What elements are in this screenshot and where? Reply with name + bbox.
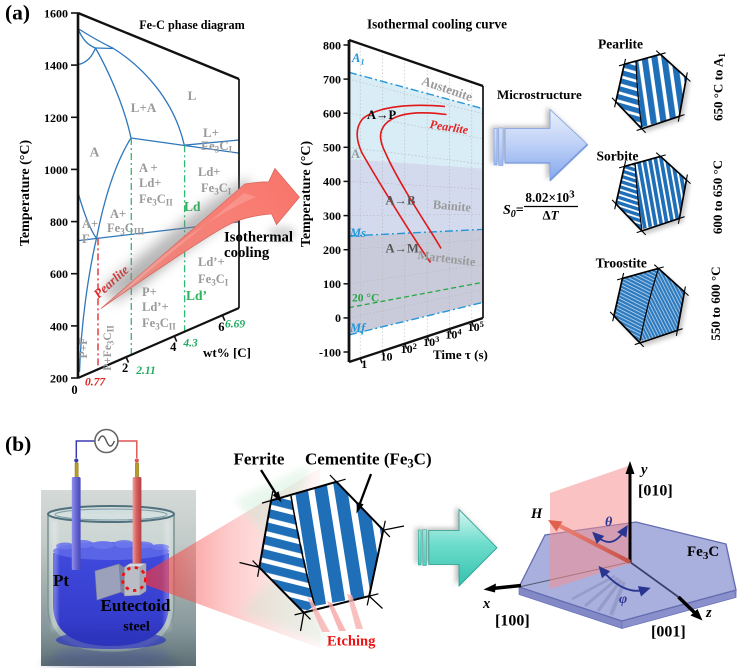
svg-text:Fe3CI: Fe3CI bbox=[198, 272, 229, 288]
svg-text:A→B: A→B bbox=[386, 194, 416, 208]
svg-text:(a): (a) bbox=[5, 1, 30, 25]
svg-text:400: 400 bbox=[323, 175, 341, 189]
svg-text:A: A bbox=[90, 145, 100, 160]
svg-text:θ: θ bbox=[605, 515, 613, 530]
svg-text:S0=: S0= bbox=[503, 203, 524, 220]
svg-text:Etching: Etching bbox=[327, 634, 376, 650]
svg-text:L: L bbox=[188, 88, 197, 103]
svg-text:L+: L+ bbox=[203, 125, 219, 140]
svg-text:800: 800 bbox=[323, 38, 341, 52]
svg-text:300: 300 bbox=[323, 209, 341, 223]
svg-text:steel: steel bbox=[123, 620, 150, 635]
svg-text:1: 1 bbox=[361, 357, 367, 371]
svg-text:Sorbite: Sorbite bbox=[597, 149, 639, 164]
svg-text:Pearlite: Pearlite bbox=[598, 37, 643, 52]
svg-text:Isothermal cooling curve: Isothermal cooling curve bbox=[367, 17, 507, 32]
svg-text:700: 700 bbox=[323, 72, 341, 86]
svg-text:-100: -100 bbox=[319, 345, 341, 359]
svg-text:wt% [C]: wt% [C] bbox=[203, 345, 251, 360]
svg-text:L+A: L+A bbox=[131, 100, 157, 115]
svg-text:P+Fe3CII: P+Fe3CII bbox=[102, 325, 116, 371]
svg-text:0: 0 bbox=[71, 383, 77, 397]
svg-text:A→P: A→P bbox=[367, 108, 397, 122]
svg-text:A +: A + bbox=[139, 161, 158, 175]
svg-text:Fe3CII: Fe3CII bbox=[139, 192, 173, 208]
svg-text:y: y bbox=[639, 462, 648, 478]
svg-text:ΔT: ΔT bbox=[542, 208, 559, 223]
svg-text:6.69: 6.69 bbox=[225, 319, 245, 331]
svg-text:Ld+: Ld+ bbox=[198, 165, 220, 179]
svg-text:Ld+: Ld+ bbox=[139, 176, 161, 190]
svg-text:1200: 1200 bbox=[44, 111, 68, 125]
svg-text:6: 6 bbox=[218, 320, 224, 334]
svg-text:x: x bbox=[482, 596, 490, 612]
svg-text:400: 400 bbox=[50, 319, 68, 333]
svg-text:Mf: Mf bbox=[349, 321, 367, 335]
svg-text:Eutectoid: Eutectoid bbox=[101, 596, 171, 615]
svg-text:100: 100 bbox=[323, 277, 341, 291]
svg-text:[010]: [010] bbox=[638, 483, 673, 500]
svg-text:10: 10 bbox=[381, 350, 393, 364]
svg-text:20 °C: 20 °C bbox=[352, 293, 379, 305]
svg-text:1000: 1000 bbox=[44, 163, 68, 177]
svg-text:Time τ (s): Time τ (s) bbox=[433, 347, 488, 362]
svg-text:650 °C to A1: 650 °C to A1 bbox=[711, 53, 729, 121]
svg-text:4: 4 bbox=[170, 340, 177, 354]
svg-text:8.02×103: 8.02×103 bbox=[525, 189, 575, 206]
svg-text:Troostite: Troostite bbox=[596, 256, 647, 271]
svg-text:A+: A+ bbox=[110, 207, 126, 221]
svg-text:P+F: P+F bbox=[78, 338, 90, 359]
svg-text:1400: 1400 bbox=[44, 59, 68, 73]
svg-text:600: 600 bbox=[50, 267, 68, 281]
svg-text:cooling: cooling bbox=[224, 245, 270, 261]
svg-text:Fe3CII: Fe3CII bbox=[142, 316, 176, 332]
svg-text:200: 200 bbox=[323, 243, 341, 257]
svg-text:H: H bbox=[530, 506, 543, 522]
svg-text:Fe-C phase diagram: Fe-C phase diagram bbox=[139, 18, 245, 32]
svg-text:Pt: Pt bbox=[53, 571, 69, 590]
svg-text:Ld: Ld bbox=[184, 199, 201, 214]
svg-text:A+: A+ bbox=[82, 217, 98, 231]
svg-text:Fe3C: Fe3C bbox=[687, 544, 719, 562]
svg-text:Fe3CI: Fe3CI bbox=[201, 138, 233, 155]
svg-text:Isothermal: Isothermal bbox=[224, 230, 293, 246]
svg-text:550 to 600 °C: 550 to 600 °C bbox=[708, 266, 723, 340]
svg-text:500: 500 bbox=[323, 141, 341, 155]
svg-text:Cementite (Fe3C): Cementite (Fe3C) bbox=[305, 450, 432, 471]
svg-text:200: 200 bbox=[50, 372, 68, 386]
svg-text:Ld’+: Ld’+ bbox=[142, 300, 169, 314]
svg-text:0: 0 bbox=[335, 311, 341, 325]
svg-text:Ld’+: Ld’+ bbox=[198, 255, 225, 269]
svg-text:600 to 650 °C: 600 to 650 °C bbox=[710, 160, 725, 234]
svg-text:Temperature (°C): Temperature (°C) bbox=[299, 141, 314, 248]
svg-text:Ferrite: Ferrite bbox=[234, 450, 285, 469]
svg-text:A: A bbox=[351, 147, 360, 161]
svg-text:φ: φ bbox=[619, 592, 627, 607]
svg-text:600: 600 bbox=[323, 107, 341, 121]
svg-text:Pearlite: Pearlite bbox=[429, 117, 470, 137]
svg-text:4.3: 4.3 bbox=[182, 338, 198, 350]
svg-text:Bainite: Bainite bbox=[432, 197, 472, 214]
svg-text:z: z bbox=[705, 605, 712, 621]
svg-text:Temperature (°C): Temperature (°C) bbox=[18, 140, 33, 247]
svg-text:2: 2 bbox=[122, 361, 128, 375]
svg-text:Microstructure: Microstructure bbox=[497, 87, 582, 102]
svg-text:[001]: [001] bbox=[651, 624, 686, 641]
svg-text:F: F bbox=[82, 232, 90, 246]
svg-text:Ms: Ms bbox=[349, 226, 366, 240]
svg-text:0.77: 0.77 bbox=[85, 377, 106, 389]
svg-text:1600: 1600 bbox=[44, 7, 68, 21]
svg-text:Ld’: Ld’ bbox=[186, 288, 207, 303]
svg-text:800: 800 bbox=[50, 215, 68, 229]
svg-text:(b): (b) bbox=[5, 432, 31, 456]
svg-text:[100]: [100] bbox=[495, 613, 530, 630]
svg-text:P+: P+ bbox=[142, 285, 157, 299]
svg-text:2.11: 2.11 bbox=[135, 365, 156, 377]
svg-text:A→M: A→M bbox=[386, 242, 420, 256]
